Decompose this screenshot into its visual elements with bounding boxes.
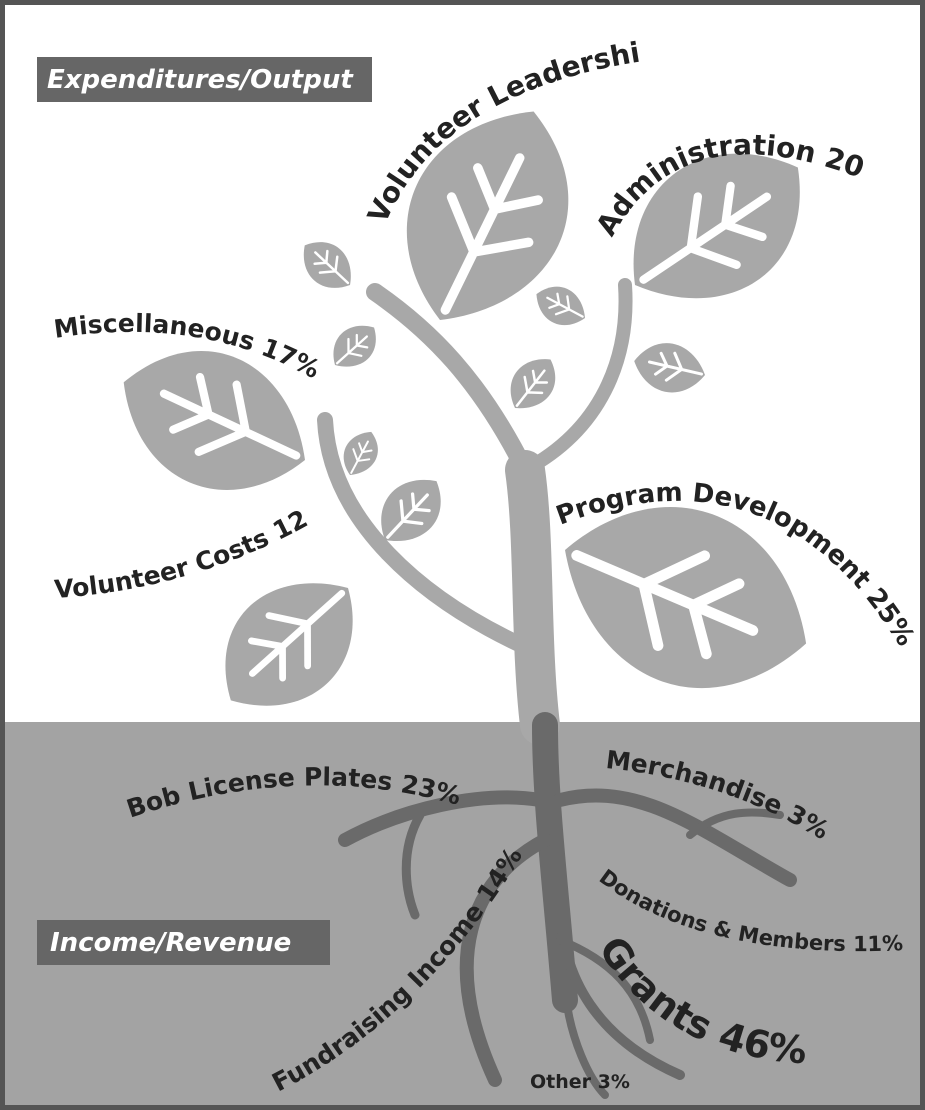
infographic: Expenditures/Output Income/Revenue Volun… xyxy=(0,0,925,1110)
section-title: Income/Revenue xyxy=(50,928,291,958)
leaves xyxy=(97,79,839,738)
item-label: Other 3% xyxy=(530,1071,630,1093)
section-title: Expenditures/Output xyxy=(47,65,354,95)
